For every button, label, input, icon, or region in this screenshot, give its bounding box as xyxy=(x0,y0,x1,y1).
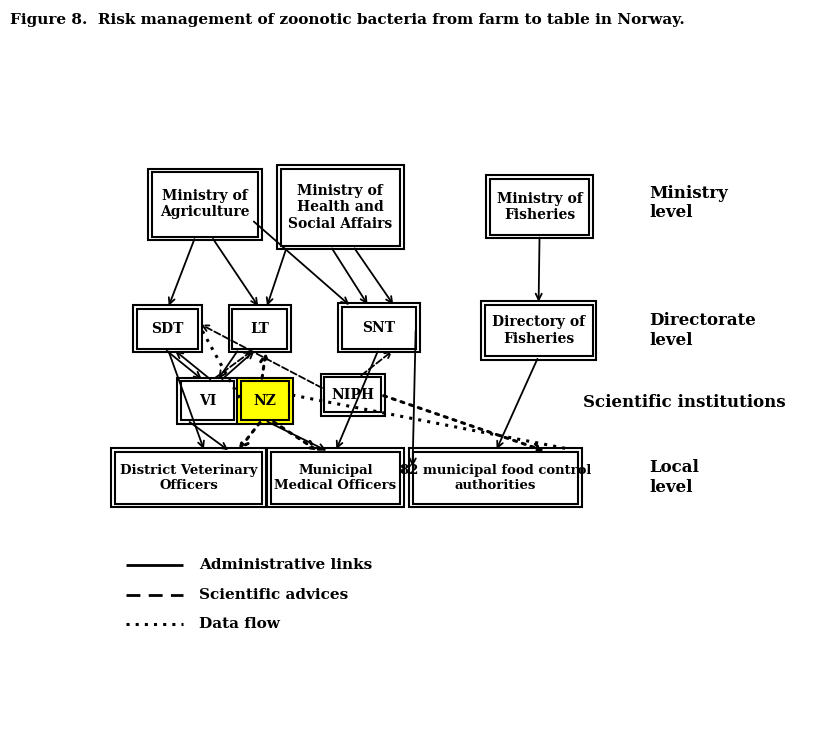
FancyBboxPatch shape xyxy=(325,377,381,412)
FancyBboxPatch shape xyxy=(486,175,593,238)
Text: Administrative links: Administrative links xyxy=(199,558,372,572)
FancyBboxPatch shape xyxy=(320,374,385,416)
FancyBboxPatch shape xyxy=(281,169,400,246)
Text: Ministry of
Health and
Social Affairs: Ministry of Health and Social Affairs xyxy=(288,184,393,231)
Text: Municipal
Medical Officers: Municipal Medical Officers xyxy=(274,464,397,492)
Text: Ministry
level: Ministry level xyxy=(649,185,728,221)
Text: Data flow: Data flow xyxy=(199,617,280,631)
Text: Directorate
level: Directorate level xyxy=(649,312,756,349)
Text: SDT: SDT xyxy=(152,322,184,336)
FancyBboxPatch shape xyxy=(228,305,291,353)
Text: Ministry of
Fisheries: Ministry of Fisheries xyxy=(496,192,583,222)
FancyBboxPatch shape xyxy=(241,381,289,420)
Text: Ministry of
Agriculture: Ministry of Agriculture xyxy=(160,189,250,219)
FancyBboxPatch shape xyxy=(338,304,420,353)
FancyBboxPatch shape xyxy=(148,169,262,240)
FancyBboxPatch shape xyxy=(413,452,579,504)
Text: 82 municipal food control
authorities: 82 municipal food control authorities xyxy=(400,464,591,492)
Text: Scientific institutions: Scientific institutions xyxy=(583,394,786,411)
FancyBboxPatch shape xyxy=(181,381,234,420)
Text: SNT: SNT xyxy=(362,321,395,335)
Text: NZ: NZ xyxy=(253,393,276,407)
FancyBboxPatch shape xyxy=(237,377,293,423)
Text: District Veterinary
Officers: District Veterinary Officers xyxy=(120,464,257,492)
Text: VI: VI xyxy=(198,393,216,407)
FancyBboxPatch shape xyxy=(232,309,287,349)
Text: LT: LT xyxy=(251,322,269,336)
FancyBboxPatch shape xyxy=(276,165,403,250)
Text: NIPH: NIPH xyxy=(331,388,374,402)
FancyBboxPatch shape xyxy=(485,304,593,356)
FancyBboxPatch shape xyxy=(177,377,237,423)
Text: Figure 8.  Risk management of zoonotic bacteria from farm to table in Norway.: Figure 8. Risk management of zoonotic ba… xyxy=(10,13,685,27)
Text: Directory of
Fisheries: Directory of Fisheries xyxy=(492,315,585,345)
FancyBboxPatch shape xyxy=(342,307,416,349)
FancyBboxPatch shape xyxy=(267,448,403,507)
FancyBboxPatch shape xyxy=(111,448,266,507)
FancyBboxPatch shape xyxy=(408,448,583,507)
FancyBboxPatch shape xyxy=(481,301,597,360)
FancyBboxPatch shape xyxy=(134,305,203,353)
FancyBboxPatch shape xyxy=(152,172,258,237)
FancyBboxPatch shape xyxy=(115,452,262,504)
Text: Local
level: Local level xyxy=(649,459,699,496)
FancyBboxPatch shape xyxy=(490,179,589,235)
Text: Scientific advices: Scientific advices xyxy=(199,588,349,602)
FancyBboxPatch shape xyxy=(271,452,400,504)
FancyBboxPatch shape xyxy=(137,309,198,349)
